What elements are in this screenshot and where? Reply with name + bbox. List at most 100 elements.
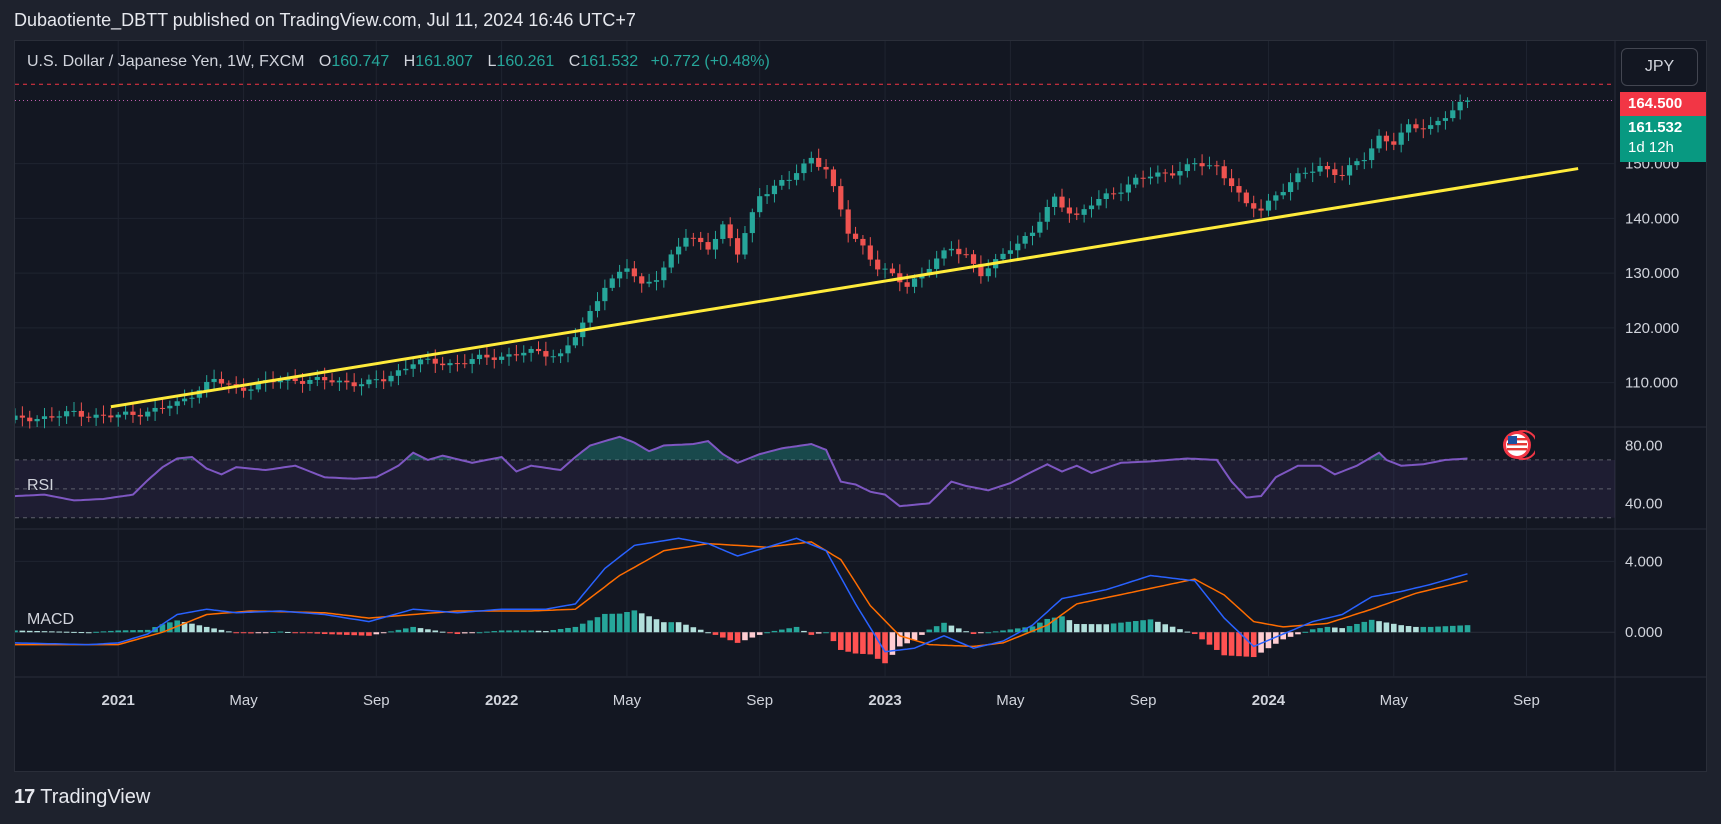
macd-histogram-bar xyxy=(108,630,114,633)
candle-body xyxy=(491,357,497,360)
candle-body xyxy=(668,254,674,268)
candle-body xyxy=(720,224,726,239)
chart-frame[interactable]: 2021 May Sep 2022 May Sep 2023 May Sep 2024 May Sep… xyxy=(14,40,1707,772)
rsi-line xyxy=(15,435,1468,508)
candle-body xyxy=(1228,178,1235,187)
macd-histogram-bar xyxy=(402,628,409,633)
macd-histogram-bar xyxy=(93,631,99,633)
candle-body xyxy=(941,250,947,259)
candle-body xyxy=(1428,125,1434,129)
macd-histogram-bar xyxy=(1147,619,1154,633)
macd-histogram-bar xyxy=(1073,623,1080,633)
candle-body xyxy=(476,354,483,360)
macd-histogram-bar xyxy=(85,632,92,634)
candle-body xyxy=(1133,177,1139,185)
candle-body xyxy=(705,242,711,250)
macd-histogram-bar xyxy=(1420,626,1427,633)
candle-body xyxy=(793,173,800,180)
macd-histogram-bar xyxy=(233,632,239,634)
legend-open-value: 160.747 xyxy=(331,53,390,70)
macd-histogram-bar xyxy=(690,627,697,633)
candle-body xyxy=(852,233,859,239)
candle-body xyxy=(1177,171,1183,176)
candle-body xyxy=(78,410,84,417)
macd-histogram-bar xyxy=(1376,621,1382,633)
footer-brand[interactable]: 17 TradingView xyxy=(14,782,150,812)
candle-body xyxy=(506,354,512,357)
macd-histogram-bar xyxy=(1155,621,1161,633)
candle-body xyxy=(159,407,166,409)
macd-histogram-bar xyxy=(410,626,416,633)
time-axis-label: Sep xyxy=(746,692,773,709)
candle-body xyxy=(388,375,394,382)
candle-body xyxy=(749,212,755,234)
currency-button[interactable]: JPY xyxy=(1621,48,1698,86)
candle-body xyxy=(1044,207,1050,222)
macd-histogram-bar xyxy=(1368,619,1375,633)
macd-histogram-bar xyxy=(557,628,564,633)
candle-body xyxy=(1214,165,1220,167)
macd-histogram-bar xyxy=(137,630,144,633)
candle-body xyxy=(100,414,107,416)
candle-body xyxy=(314,377,320,380)
macd-histogram-bar xyxy=(838,632,844,650)
macd-histogram-bar xyxy=(749,632,756,638)
candle-body xyxy=(683,237,689,247)
candle-body xyxy=(1464,100,1471,102)
candle-body xyxy=(742,233,748,255)
candle-body xyxy=(1420,128,1426,130)
macd-histogram-bar xyxy=(432,630,439,633)
macd-histogram-bar xyxy=(1413,626,1419,633)
candle-body xyxy=(845,209,851,234)
candle-body xyxy=(1111,193,1117,195)
candle-body xyxy=(19,415,25,418)
macd-histogram-bar xyxy=(602,613,608,633)
macd-histogram-bar xyxy=(919,632,925,635)
candle-body xyxy=(1118,192,1124,194)
candle-body xyxy=(1155,172,1161,177)
macd-histogram-bar xyxy=(1140,620,1146,633)
macd-histogram-bar xyxy=(388,631,394,633)
macd-histogram-bar xyxy=(447,632,453,634)
macd-histogram-bar xyxy=(801,630,807,633)
rsi-overbought-fill xyxy=(575,436,731,460)
macd-histogram-bar xyxy=(1258,632,1264,653)
publisher-line: Dubaotiente_DBTT published on TradingVie… xyxy=(14,10,636,30)
candle-body xyxy=(786,179,792,181)
candle-body xyxy=(550,356,556,358)
candle-body xyxy=(1339,175,1345,177)
candle-body xyxy=(211,378,217,382)
candle-body xyxy=(240,387,247,391)
macd-histogram-bar xyxy=(1339,628,1345,633)
macd-histogram-bar xyxy=(358,632,365,636)
macd-histogram-bar xyxy=(1236,632,1242,657)
macd-histogram-bar xyxy=(1250,632,1257,658)
candle-body xyxy=(71,410,77,412)
candle-body xyxy=(565,345,571,354)
macd-histogram-bar xyxy=(1066,620,1073,633)
candle-body xyxy=(329,380,335,383)
legend-high-value: 161.807 xyxy=(415,53,474,70)
candle-body xyxy=(661,267,667,281)
candle-body xyxy=(351,382,357,387)
macd-histogram-bar xyxy=(1449,625,1456,633)
macd-histogram-bar xyxy=(1405,626,1412,633)
macd-histogram-bar xyxy=(122,630,129,633)
candle-body xyxy=(889,268,896,274)
candle-body xyxy=(432,358,438,364)
candle-body xyxy=(218,378,225,384)
candle-body xyxy=(1361,160,1367,162)
macd-axis-label: 0.000 xyxy=(1625,624,1663,641)
macd-histogram-bar xyxy=(697,629,704,633)
trendline xyxy=(110,167,1579,409)
candle-body xyxy=(1251,203,1257,209)
us-flag-icon[interactable] xyxy=(1503,429,1535,461)
macd-histogram-bar xyxy=(1391,623,1397,633)
candle-body xyxy=(572,337,578,346)
macd-histogram-bar xyxy=(34,631,40,633)
macd-histogram-bar xyxy=(926,629,933,633)
candle-body xyxy=(1199,163,1205,167)
macd-histogram-bar xyxy=(351,632,357,636)
macd-histogram-bar xyxy=(115,630,122,633)
chart-canvas[interactable]: 2021 May Sep 2022 May Sep 2023 May Sep 2024 May Sep… xyxy=(15,41,1707,772)
